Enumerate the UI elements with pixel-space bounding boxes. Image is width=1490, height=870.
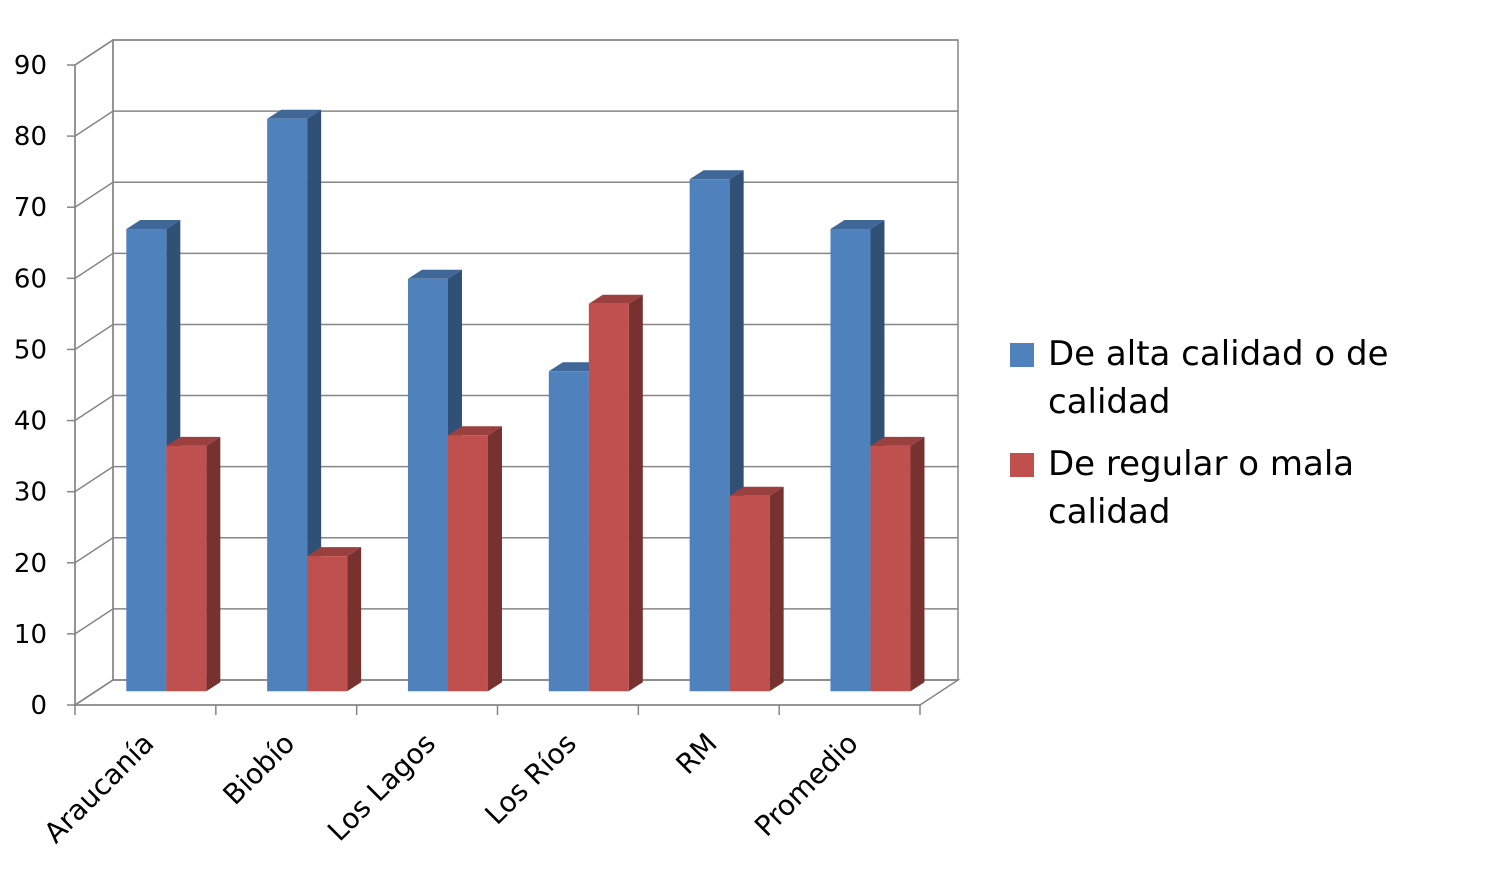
bar [830, 229, 870, 691]
bar-side [206, 437, 220, 691]
bar [307, 556, 347, 691]
y-tick-label: 30 [14, 478, 47, 508]
bar [166, 446, 206, 691]
bar [730, 496, 770, 692]
y-tick-label: 40 [14, 407, 47, 437]
gridline-side [75, 253, 113, 278]
side-wall [75, 40, 113, 705]
gridline-side [75, 40, 113, 65]
bar [126, 229, 166, 691]
bar-side [770, 487, 784, 692]
x-tick-label: Araucanía [37, 727, 160, 850]
legend-swatch-series-1 [1010, 343, 1034, 367]
gridline-side [75, 182, 113, 207]
x-tick-label: Biobío [216, 727, 301, 812]
x-tick-label: Los Ríos [478, 727, 582, 831]
legend-swatch-series-2 [1010, 453, 1034, 477]
bar [267, 119, 307, 691]
gridline-side [75, 324, 113, 349]
bar-side [629, 295, 643, 692]
legend-label-series-2: De regular o mala calidad [1048, 444, 1354, 532]
bar [408, 279, 448, 691]
y-tick-label: 80 [14, 122, 47, 152]
gridline-side [75, 609, 113, 634]
gridline-side [75, 396, 113, 421]
bar [690, 179, 730, 691]
bar [870, 446, 910, 691]
bar-side [347, 547, 361, 691]
legend-item-series-2: De regular o mala calidad [1010, 440, 1480, 536]
y-tick-label: 20 [14, 549, 47, 579]
gridline-side [75, 111, 113, 136]
legend-label-series-1: De alta calidad o de calidad [1048, 334, 1389, 422]
gridline-side [75, 680, 113, 705]
gridline-side [75, 538, 113, 563]
y-tick-label: 70 [14, 193, 47, 223]
y-tick-label: 50 [14, 335, 47, 365]
y-tick-label: 0 [30, 691, 47, 721]
bar-side [488, 426, 502, 691]
x-tick-label: Los Lagos [321, 727, 442, 848]
bar [589, 304, 629, 692]
y-tick-label: 90 [14, 51, 47, 81]
x-tick-label: RM [670, 727, 724, 781]
gridline-side [75, 467, 113, 492]
bar [448, 435, 488, 691]
y-tick-label: 10 [14, 620, 47, 650]
bar-side [910, 437, 924, 691]
x-tick-label: Promedio [748, 727, 864, 843]
y-tick-label: 60 [14, 264, 47, 294]
legend: De alta calidad o de calidad De regular … [1010, 330, 1480, 550]
bar [549, 371, 589, 691]
legend-item-series-1: De alta calidad o de calidad [1010, 330, 1480, 426]
